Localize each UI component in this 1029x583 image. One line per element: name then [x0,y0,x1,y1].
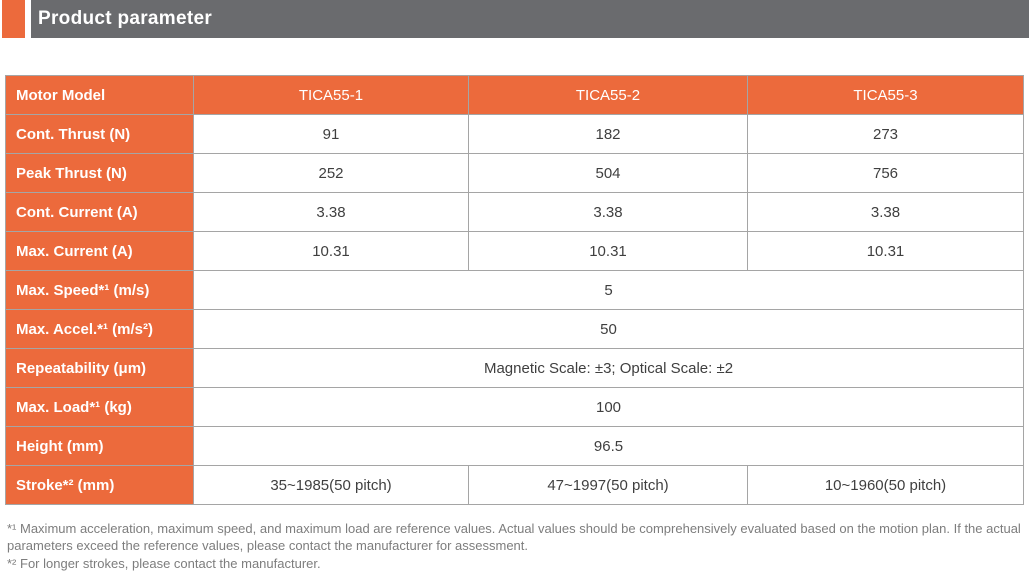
cell-value: 252 [193,153,469,193]
table-row-peak-thrust: Peak Thrust (N) 252 504 756 [5,153,1024,193]
cell-value: 182 [468,114,748,154]
cell-value: 3.38 [747,192,1024,232]
row-label-motor-model: Motor Model [5,75,194,115]
table-row-cont-thrust: Cont. Thrust (N) 91 182 273 [5,114,1024,154]
cell-value: 504 [468,153,748,193]
cell-value: 10~1960(50 pitch) [747,465,1024,505]
table-row-height: Height (mm) 96.5 [5,426,1024,466]
table-row-max-speed: Max. Speed*¹ (m/s) 5 [5,270,1024,310]
footnotes: *¹ Maximum acceleration, maximum speed, … [7,520,1023,572]
table-row-cont-current: Cont. Current (A) 3.38 3.38 3.38 [5,192,1024,232]
table-row-repeatability: Repeatability (μm) Magnetic Scale: ±3; O… [5,348,1024,388]
cell-value-span: 96.5 [193,426,1024,466]
column-header-tica55-1: TICA55-1 [193,75,469,115]
product-parameter-table: Motor Model TICA55-1 TICA55-2 TICA55-3 C… [5,75,1024,505]
row-label: Max. Speed*¹ (m/s) [5,270,194,310]
cell-value: 756 [747,153,1024,193]
page-title: Product parameter [38,8,213,29]
table-row-max-load: Max. Load*¹ (kg) 100 [5,387,1024,427]
cell-value-span: 100 [193,387,1024,427]
table-row-max-accel: Max. Accel.*¹ (m/s²) 50 [5,309,1024,349]
row-label: Stroke*² (mm) [5,465,194,505]
row-label: Cont. Current (A) [5,192,194,232]
cell-value: 35~1985(50 pitch) [193,465,469,505]
row-label: Max. Current (A) [5,231,194,271]
section-header: Product parameter [0,0,1029,38]
section-header-bar: Product parameter [31,0,1029,38]
table-header-row: Motor Model TICA55-1 TICA55-2 TICA55-3 [5,75,1024,115]
row-label: Max. Accel.*¹ (m/s²) [5,309,194,349]
cell-value: 47~1997(50 pitch) [468,465,748,505]
cell-value: 10.31 [747,231,1024,271]
row-label: Repeatability (μm) [5,348,194,388]
cell-value-span: 50 [193,309,1024,349]
footnote-2: *² For longer strokes, please contact th… [7,556,321,572]
orange-accent-square [2,0,25,38]
cell-value: 3.38 [468,192,748,232]
column-header-tica55-3: TICA55-3 [747,75,1024,115]
cell-value: 10.31 [193,231,469,271]
footnote-1: *¹ Maximum acceleration, maximum speed, … [7,521,1021,554]
row-label: Height (mm) [5,426,194,466]
cell-value: 3.38 [193,192,469,232]
cell-value: 10.31 [468,231,748,271]
row-label: Max. Load*¹ (kg) [5,387,194,427]
table-row-stroke: Stroke*² (mm) 35~1985(50 pitch) 47~1997(… [5,465,1024,505]
column-header-tica55-2: TICA55-2 [468,75,748,115]
cell-value: 273 [747,114,1024,154]
table-row-max-current: Max. Current (A) 10.31 10.31 10.31 [5,231,1024,271]
cell-value-span: 5 [193,270,1024,310]
cell-value: 91 [193,114,469,154]
row-label: Peak Thrust (N) [5,153,194,193]
row-label: Cont. Thrust (N) [5,114,194,154]
cell-value-span: Magnetic Scale: ±3; Optical Scale: ±2 [193,348,1024,388]
